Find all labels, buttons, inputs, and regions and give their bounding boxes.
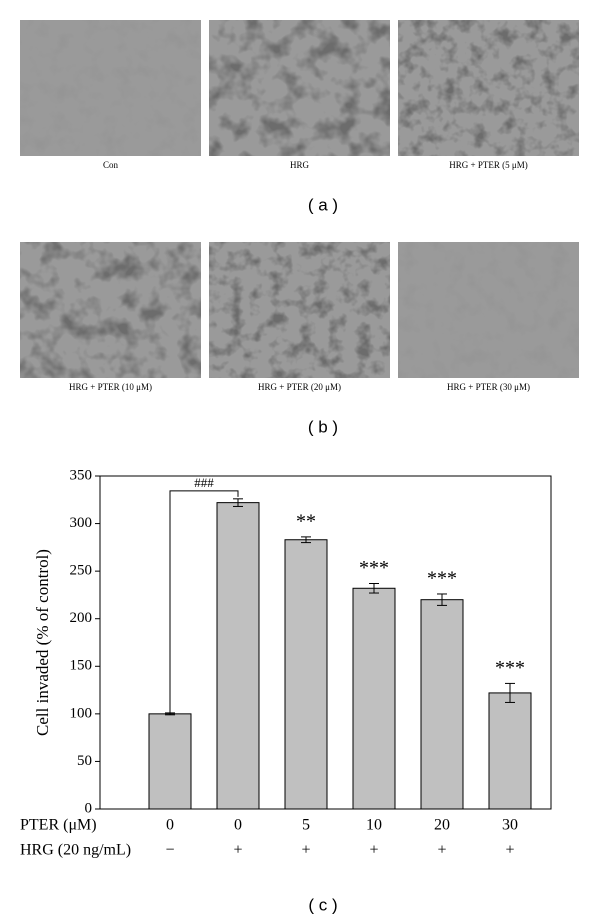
bar xyxy=(488,692,532,810)
y-tick-label: 350 xyxy=(70,467,93,483)
bar xyxy=(216,502,260,810)
y-tick-label: 200 xyxy=(70,610,93,626)
x-tick-label: − xyxy=(165,842,174,859)
x-tick-label: 0 xyxy=(234,817,242,834)
y-tick-label: 0 xyxy=(85,800,93,816)
y-tick-label: 100 xyxy=(70,705,93,721)
x-tick-label: + xyxy=(369,842,378,859)
bar xyxy=(352,587,396,810)
micrograph xyxy=(209,20,390,156)
x-tick-label: + xyxy=(505,842,514,859)
image-caption: HRG + PTER (10 μM) xyxy=(69,382,152,392)
x-row-label: HRG (20 ng/mL) xyxy=(20,842,131,859)
bar xyxy=(420,599,464,810)
bracket-label: ### xyxy=(194,475,214,490)
significance: *** xyxy=(359,557,389,579)
significance: *** xyxy=(495,657,525,679)
significance: *** xyxy=(427,568,457,590)
x-tick-label: + xyxy=(437,842,446,859)
x-tick-label: 10 xyxy=(366,817,382,834)
x-row-label: PTER (μM) xyxy=(20,817,97,834)
x-tick-label: 0 xyxy=(166,817,174,834)
bracket xyxy=(169,490,239,713)
image-caption: HRG xyxy=(290,160,310,170)
y-tick-label: 300 xyxy=(70,515,93,531)
image-caption: Con xyxy=(103,160,119,170)
micrograph xyxy=(398,242,579,378)
micrograph xyxy=(209,242,390,378)
micrograph xyxy=(20,20,201,156)
x-tick-label: 20 xyxy=(434,817,450,834)
y-tick-label: 250 xyxy=(70,563,93,579)
bar xyxy=(284,539,328,810)
panel-label: ( a ) xyxy=(308,195,338,214)
y-tick-label: 150 xyxy=(70,658,93,674)
micrograph xyxy=(398,20,579,156)
x-tick-label: 5 xyxy=(302,817,310,834)
image-caption: HRG + PTER (30 μM) xyxy=(447,382,530,392)
x-tick-label: + xyxy=(301,842,310,859)
image-caption: HRG + PTER (5 μM) xyxy=(449,160,527,170)
x-tick-label: 30 xyxy=(502,817,518,834)
image-caption: HRG + PTER (20 μM) xyxy=(258,382,341,392)
y-axis-label: Cell invaded (% of control) xyxy=(33,549,52,736)
y-tick-label: 50 xyxy=(77,753,92,769)
bar xyxy=(148,713,192,810)
micrograph xyxy=(20,242,201,378)
panel-label: ( b ) xyxy=(308,417,338,436)
panel-label: ( c ) xyxy=(308,895,337,914)
significance: ** xyxy=(296,510,316,532)
x-tick-label: + xyxy=(233,842,242,859)
